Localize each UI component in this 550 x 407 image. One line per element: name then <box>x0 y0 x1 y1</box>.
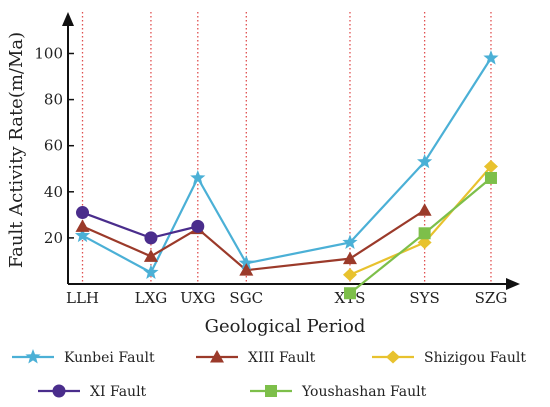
point-xi-fault-1 <box>144 231 158 245</box>
legend-item-youshashan-fault: Youshashan Fault <box>250 384 427 400</box>
x-axis-ticks: LLHLXGUXGSGCXYSSYSSZG <box>66 289 507 307</box>
x-tick-label-szg: SZG <box>475 289 508 307</box>
legend-label-xi-fault: XI Fault <box>90 384 147 400</box>
y-axis-ticks: 20 40 60 80 100 <box>34 44 74 247</box>
legend: Kunbei Fault XIII Fault Shizigou Fault XI F… <box>12 349 526 400</box>
series-line-kunbei-fault <box>81 57 492 274</box>
point-kunbei-fault-5 <box>417 153 433 169</box>
point-kunbei-fault-3 <box>238 255 254 270</box>
point-kunbei-fault-4 <box>342 234 358 249</box>
y-tick-label-100: 100 <box>34 44 63 62</box>
legend-marker-kunbei-fault <box>25 349 41 364</box>
point-xi-fault-0 <box>76 206 90 220</box>
point-xiii-fault-0 <box>75 219 90 232</box>
legend-label-xiii-fault: XIII Fault <box>248 350 316 366</box>
point-xiii-fault-1 <box>143 249 158 262</box>
legend-item-xi-fault: XI Fault <box>38 384 147 400</box>
legend-marker-xiii-fault <box>210 350 224 363</box>
point-kunbei-fault-6 <box>483 50 499 65</box>
x-tick-label-lxg: LXG <box>135 289 168 307</box>
series-markers <box>74 50 499 300</box>
point-youshashan-fault-0 <box>343 287 356 300</box>
y-tick-label-40: 40 <box>44 183 63 201</box>
legend-item-xiii-fault: XIII Fault <box>196 350 316 366</box>
point-shizigou-fault-2 <box>483 159 498 173</box>
point-shizigou-fault-0 <box>342 268 357 282</box>
y-axis-title: Fault Activity Rate(m/Ma) <box>6 32 27 268</box>
point-xiii-fault-3 <box>239 263 254 276</box>
point-youshashan-fault-2 <box>484 171 497 184</box>
series-line-xiii-fault <box>82 209 426 272</box>
point-xiii-fault-5 <box>417 203 432 216</box>
y-tick-label-60: 60 <box>44 137 63 155</box>
x-axis-arrow <box>506 278 520 290</box>
axes <box>62 12 520 290</box>
point-kunbei-fault-0 <box>74 227 91 243</box>
series-lines <box>81 57 492 295</box>
point-xiii-fault-4 <box>342 251 357 265</box>
legend-item-kunbei-fault: Kunbei Fault <box>12 349 155 366</box>
point-xi-fault-2 <box>191 219 205 233</box>
legend-marker-xi-fault <box>52 384 66 398</box>
x-tick-label-sys: SYS <box>409 289 439 307</box>
legend-label-youshashan-fault: Youshashan Fault <box>301 384 427 400</box>
legend-item-shizigou-fault: Shizigou Fault <box>372 350 526 366</box>
point-kunbei-fault-1 <box>143 264 159 279</box>
y-tick-label-20: 20 <box>44 229 63 247</box>
y-axis-arrow <box>62 12 74 26</box>
x-tick-label-sgc: SGC <box>229 289 263 307</box>
legend-label-kunbei-fault: Kunbei Fault <box>64 350 155 366</box>
x-tick-label-llh: LLH <box>66 289 99 307</box>
y-tick-label-80: 80 <box>44 91 63 109</box>
point-youshashan-fault-1 <box>418 227 431 240</box>
legend-marker-shizigou-fault <box>386 350 400 364</box>
legend-marker-youshashan-fault <box>265 385 277 397</box>
point-kunbei-fault-2 <box>190 169 206 185</box>
x-tick-label-uxg: UXG <box>180 289 215 307</box>
legend-label-shizigou-fault: Shizigou Fault <box>424 350 526 366</box>
x-axis-title: Geological Period <box>205 316 366 337</box>
